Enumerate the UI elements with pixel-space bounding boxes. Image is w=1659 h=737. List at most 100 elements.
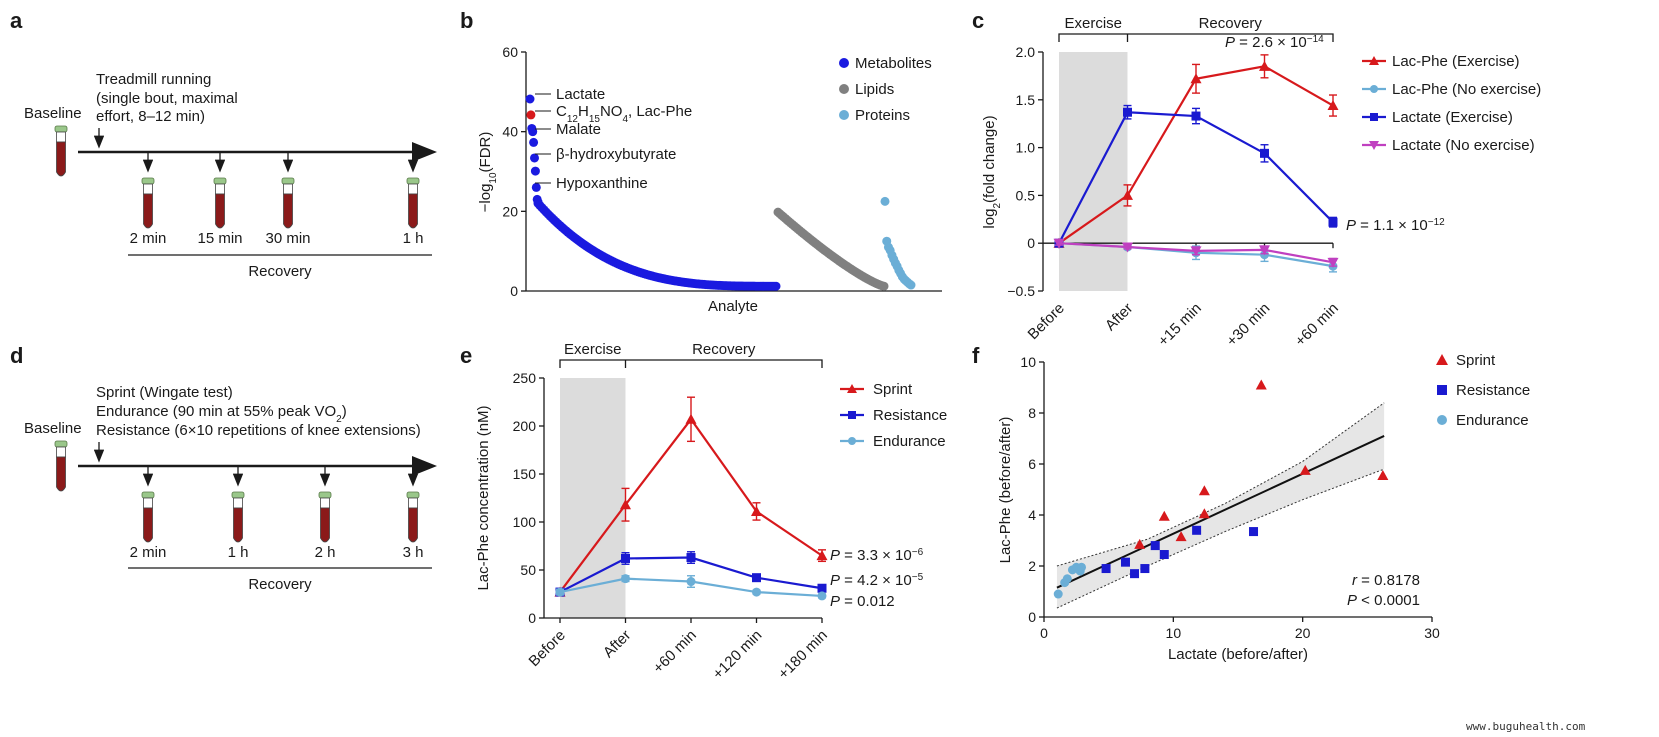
panel-d-event-sprint: Sprint (Wingate test) xyxy=(96,384,233,401)
y-tick-label: 60 xyxy=(502,44,518,60)
data-point xyxy=(1328,217,1338,227)
panel-b-yticks: 0 20 40 60 xyxy=(502,44,526,299)
data-point xyxy=(1150,541,1160,551)
legend-label: Lac-Phe (No exercise) xyxy=(1392,81,1541,98)
data-point xyxy=(817,583,827,593)
x-tick-label: +120 min xyxy=(709,627,765,683)
data-point xyxy=(752,573,761,583)
tube-timepoint xyxy=(141,177,155,229)
tube-baseline-a xyxy=(54,125,68,177)
p-symbol: P xyxy=(1225,34,1235,51)
p-body: = 4.2 × 10 xyxy=(840,572,912,589)
protein-point xyxy=(880,196,890,206)
tube-timepoint xyxy=(406,177,420,229)
data-point xyxy=(1062,574,1072,584)
legend-marker xyxy=(1436,354,1448,365)
panel-d-baseline: Baseline xyxy=(24,420,82,437)
panel-b: b −log10(FDR) Analyte 0 20 40 60 LactateC12… xyxy=(460,8,942,315)
legend-marker xyxy=(1370,85,1378,93)
watermark: www.buguhealth.com xyxy=(1466,720,1586,733)
x-tick-label: +60 min xyxy=(1292,300,1342,350)
y-tick-label: 40 xyxy=(502,124,518,140)
legend-label: Metabolites xyxy=(855,55,932,72)
panel-a-label: a xyxy=(10,8,23,33)
phase-bracket xyxy=(559,359,823,368)
y-tick-label: 50 xyxy=(520,562,536,578)
data-point xyxy=(1130,569,1140,579)
metabolite-point xyxy=(530,153,539,163)
recovery-label-a: Recovery xyxy=(248,263,312,280)
data-point xyxy=(1122,189,1133,200)
data-point xyxy=(1260,148,1269,158)
exercise-shading xyxy=(560,378,626,618)
data-point xyxy=(1077,562,1087,572)
x-tick-label: After xyxy=(1102,300,1136,334)
metabolite-point xyxy=(526,110,536,120)
panel-f: f Lac-Phe (before/after) Lactate (before… xyxy=(972,343,1530,663)
panel-e-label: e xyxy=(460,343,472,368)
legend-marker xyxy=(1437,385,1447,395)
annotation-label: β-hydroxybutyrate xyxy=(556,146,676,163)
data-point xyxy=(1249,527,1259,537)
panel-d-label: d xyxy=(10,343,23,368)
recovery-label: Recovery xyxy=(1199,15,1263,32)
legend-label: Endurance xyxy=(1456,412,1529,429)
p-body: = 0.8178 xyxy=(1357,572,1420,589)
p-symbol: P xyxy=(1346,217,1356,234)
timepoint-label: 1 h xyxy=(403,230,424,247)
p-exponent: −14 xyxy=(1307,34,1324,45)
correlation-r: r = 0.8178 xyxy=(1352,572,1420,589)
y-tick-label: 10 xyxy=(1020,354,1036,370)
y-tick-label: 0 xyxy=(1028,609,1036,625)
legend-marker xyxy=(848,437,856,445)
data-point xyxy=(1158,510,1170,521)
y-tick-label: 0 xyxy=(510,283,518,299)
timepoint-label: 2 min xyxy=(130,230,167,247)
panel-d: d Baseline Sprint (Wingate test) Enduran… xyxy=(10,343,437,593)
data-point xyxy=(1175,531,1187,542)
panel-a-event-line-2: (single bout, maximal xyxy=(96,90,238,107)
data-point xyxy=(621,553,630,563)
y-tick-label: 20 xyxy=(502,203,518,219)
exercise-label: Exercise xyxy=(564,341,622,358)
legend-label: Resistance xyxy=(873,407,947,424)
p-body: = 0.012 xyxy=(840,593,895,610)
y-tick-label: 0.5 xyxy=(1016,187,1036,203)
recovery-label-d: Recovery xyxy=(248,576,312,593)
data-point xyxy=(620,499,631,510)
data-point xyxy=(1159,550,1169,560)
panel-b-label: b xyxy=(460,8,473,33)
legend-label: Sprint xyxy=(873,381,913,398)
panel-a-event-line-1: Treadmill running xyxy=(96,71,211,88)
panel-b-ylabel: −log10(FDR) xyxy=(477,132,499,213)
panel-b-xlabel: Analyte xyxy=(708,298,758,315)
data-point xyxy=(1259,245,1270,256)
y-tick-label: 1.5 xyxy=(1016,92,1036,108)
x-tick-label: 0 xyxy=(1040,625,1048,641)
metabolite-point xyxy=(528,127,538,137)
tube-timepoint xyxy=(318,491,332,543)
p-symbol: P xyxy=(1347,592,1357,609)
tube-timepoint xyxy=(231,491,245,543)
data-point xyxy=(1192,525,1202,535)
data-point xyxy=(686,553,696,563)
ci-upper xyxy=(1056,402,1385,567)
x-tick-label: After xyxy=(600,627,634,661)
y-tick-label: 1.0 xyxy=(1016,140,1036,156)
formula-part: 12 xyxy=(567,114,579,125)
legend-marker xyxy=(847,384,857,393)
timepoint-label: 30 min xyxy=(265,230,310,247)
x-tick-label: +180 min xyxy=(775,627,831,683)
y-tick-label: 200 xyxy=(513,418,537,434)
timepoints-a: 2 min 15 min 30 min 1 h xyxy=(130,152,424,247)
ci-lower xyxy=(1056,468,1385,609)
legend-label: Resistance xyxy=(1456,382,1530,399)
data-point xyxy=(1190,246,1202,257)
legend-label: Endurance xyxy=(873,433,946,450)
panel-a-event-line-3: effort, 8–12 min) xyxy=(96,108,205,125)
p-exponent: −12 xyxy=(1428,217,1445,228)
x-tick-label: 20 xyxy=(1295,625,1311,641)
annotation-label: Hypoxanthine xyxy=(556,175,648,192)
data-point xyxy=(1123,107,1132,117)
